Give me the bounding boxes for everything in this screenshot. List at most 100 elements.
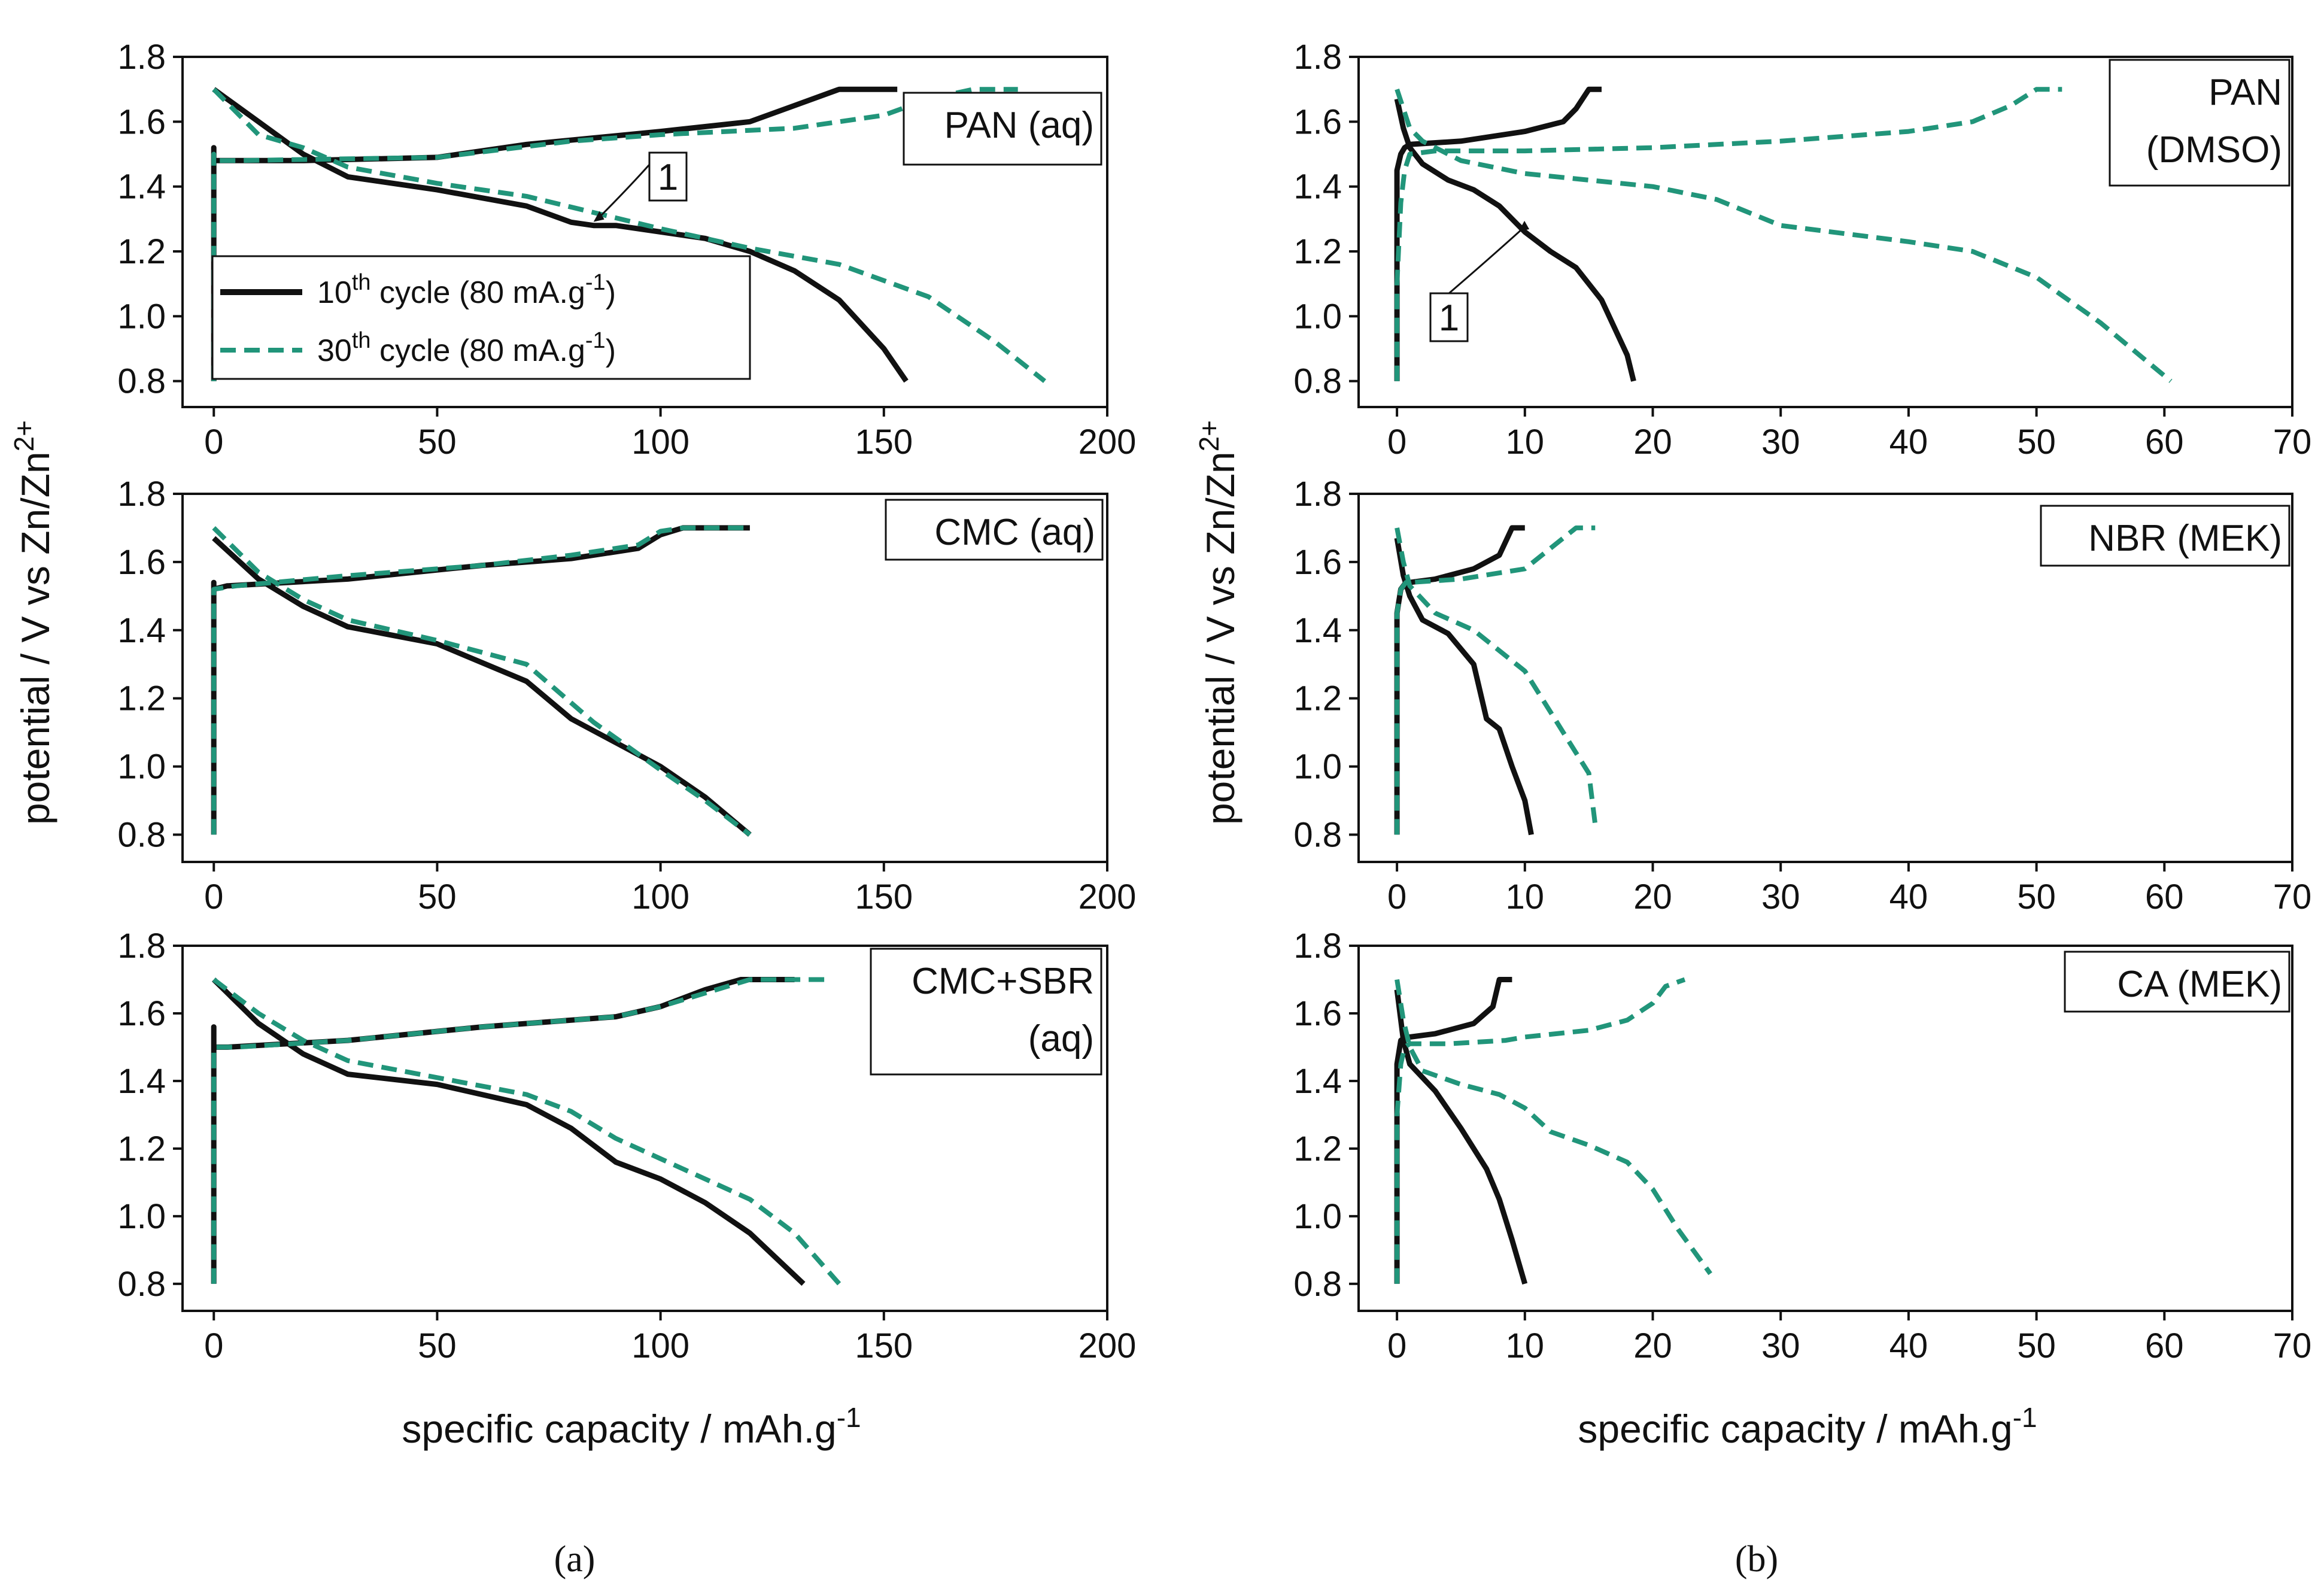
panel-a-top: 0 50 100 150 200 0.8 1.0 1.2 1.4 1.6 1.8 PAN (aq) 1 <box>117 38 1136 461</box>
y-tick-label: 1.2 <box>117 1130 166 1168</box>
y-tick-label: 0.8 <box>117 815 166 854</box>
x-axis-title-a: specific capacity / mAh.g-1 <box>402 1402 861 1451</box>
x-tick-label: 0 <box>204 1326 223 1365</box>
y-tick-label: 1.2 <box>1293 232 1342 271</box>
x-tick-label: 10 <box>1506 878 1545 916</box>
y-tick-label: 1.6 <box>1293 543 1342 582</box>
x-tick-label: 100 <box>631 1326 689 1365</box>
series-cycle30-charge-line <box>1395 977 1686 1284</box>
y-tick-label: 1.0 <box>117 748 166 787</box>
annotation-arrowhead <box>1518 220 1530 232</box>
y-tick-label: 1.8 <box>1293 475 1342 514</box>
y-tick-label: 1.0 <box>1293 1197 1342 1236</box>
x-tick-label: 70 <box>2273 878 2312 916</box>
series-cycle30-charge-line <box>211 977 831 1284</box>
annotation-arrowhead <box>593 211 604 222</box>
y-tick-label: 1.8 <box>1293 927 1342 965</box>
x-tick-label: 50 <box>418 1326 457 1365</box>
plot-frame <box>181 56 1108 408</box>
y-tick-label: 1.8 <box>117 927 166 965</box>
annotation-arrow <box>1448 227 1524 294</box>
panel-label-box <box>870 948 1102 1076</box>
y-tick-label: 1.0 <box>1293 748 1342 787</box>
panel-b-middle: 0 10 20 30 40 50 60 70 0.8 1.0 1.2 1.4 1.6 1.8 NBR (ME… <box>1293 475 2311 916</box>
x-tick-label: 200 <box>1079 1326 1137 1365</box>
y-tick-label: 1.6 <box>1293 994 1342 1033</box>
panel-label-box <box>2064 951 2290 1013</box>
x-tick-label: 40 <box>1889 878 1928 916</box>
plot-frame <box>1357 56 2293 408</box>
y-tick-label: 1.4 <box>117 1062 166 1101</box>
panel-b-bottom: 0 10 20 30 40 50 60 70 0.8 1.0 1.2 1.4 1.6 1.8 CA (MEK… <box>1293 927 2311 1365</box>
y-tick-label: 1.4 <box>117 168 166 207</box>
x-tick-label: 20 <box>1633 423 1672 461</box>
annotation-box <box>1429 292 1469 342</box>
y-tick-label: 0.8 <box>1293 362 1342 401</box>
plot-frame <box>1357 493 2293 863</box>
series-cycle10-charge-line <box>1394 86 1602 381</box>
y-tick-label: 1.6 <box>1293 102 1342 141</box>
x-tick-label: 100 <box>631 878 689 916</box>
series-cycle30-discharge-line <box>212 526 752 837</box>
panel-b-top: 0 10 20 30 40 50 60 70 0.8 1.0 1.2 1.4 1.6 1.8 PAN (DMS… <box>1293 38 2311 461</box>
plot-frame <box>181 945 1108 1312</box>
y-tick-label: 1.0 <box>1293 297 1342 336</box>
y-axis-title-a: potential / V vs Zn/Zn2+ <box>8 420 57 825</box>
series-cycle10-discharge-line <box>1394 98 1636 382</box>
legend-label-cycle10: 10th cycle (80 mA.g-1) <box>317 270 616 310</box>
x-tick-label: 50 <box>418 878 457 916</box>
x-axis-title-b: specific capacity / mAh.g-1 <box>1578 1402 2037 1451</box>
series-cycle10-charge-line <box>1394 977 1512 1284</box>
x-tick-label: 200 <box>1079 878 1137 916</box>
y-axis-title-b: potential / V vs Zn/Zn2+ <box>1193 420 1242 825</box>
y-tick-label: 1.4 <box>1293 1062 1342 1101</box>
x-tick-label: 50 <box>2017 1326 2056 1365</box>
y-tick-label: 0.8 <box>1293 815 1342 854</box>
x-tick-label: 70 <box>2273 1326 2312 1365</box>
series-cycle30-discharge-line <box>1395 88 2173 383</box>
panel-label-box <box>885 499 1104 561</box>
x-tick-label: 0 <box>204 423 223 461</box>
x-tick-label: 0 <box>204 878 223 916</box>
x-tick-label: 150 <box>855 1326 913 1365</box>
legend: 10th cycle (80 mA.g-1) 30th cycle (80 mA… <box>211 255 751 380</box>
plot-frame <box>1357 945 2293 1312</box>
series-cycle30-charge-line <box>211 525 746 835</box>
y-tick-label: 0.8 <box>117 1265 166 1304</box>
x-tick-label: 0 <box>1387 878 1406 916</box>
legend-box <box>211 255 751 380</box>
x-tick-label: 20 <box>1633 1326 1672 1365</box>
y-tick-label: 1.4 <box>117 611 166 650</box>
series-cycle10-discharge-line <box>212 977 806 1286</box>
series-cycle30-charge-line <box>1395 87 2062 381</box>
y-tick-label: 1.2 <box>1293 679 1342 718</box>
x-tick-label: 200 <box>1079 423 1137 461</box>
y-tick-label: 1.6 <box>117 543 166 582</box>
x-tick-label: 60 <box>2145 1326 2184 1365</box>
annotation-arrow <box>597 163 651 219</box>
series-cycle10-discharge-line <box>1394 538 1534 836</box>
plot-frame <box>181 493 1108 863</box>
y-tick-label: 1.2 <box>117 679 166 718</box>
y-tick-label: 1.4 <box>1293 611 1342 650</box>
x-tick-label: 40 <box>1889 1326 1928 1365</box>
x-tick-label: 10 <box>1506 423 1545 461</box>
x-tick-label: 60 <box>2145 878 2184 916</box>
y-tick-label: 1.2 <box>1293 1130 1342 1168</box>
y-tick-label: 1.8 <box>117 475 166 514</box>
y-tick-label: 1.8 <box>117 38 166 77</box>
y-tick-label: 1.0 <box>117 297 166 336</box>
panel-a-bottom: 0 50 100 150 200 0.8 1.0 1.2 1.4 1.6 1.8 CMC+SBR (aq… <box>117 927 1136 1365</box>
y-tick-label: 0.8 <box>1293 1265 1342 1304</box>
x-tick-label: 30 <box>1761 1326 1800 1365</box>
panel-label-line: CMC+SBR <box>912 961 1094 1002</box>
x-tick-label: 30 <box>1761 423 1800 461</box>
panel-label-line: PAN (aq) <box>944 105 1094 146</box>
panel-label-line: (aq) <box>1028 1018 1094 1059</box>
panel-label-box <box>2040 505 2290 567</box>
x-tick-label: 50 <box>418 423 457 461</box>
y-tick-label: 1.2 <box>117 232 166 271</box>
